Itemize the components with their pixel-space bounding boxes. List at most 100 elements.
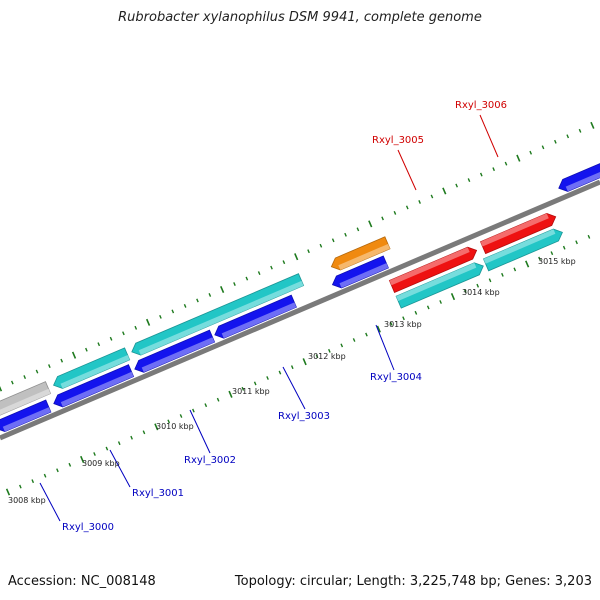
leader-line	[39, 482, 61, 522]
minor-tick	[130, 435, 133, 440]
minor-tick	[476, 283, 480, 288]
minor-tick	[31, 479, 35, 484]
leader-line	[479, 114, 499, 158]
minor-tick	[566, 134, 570, 139]
topology-summary-text: Topology: circular; Length: 3,225,748 bp…	[234, 574, 592, 589]
minor-tick	[365, 332, 368, 337]
minor-tick	[402, 316, 405, 321]
gene-label-rxyl-3003: Rxyl_3003	[278, 411, 330, 422]
feature-unlabeled-3	[134, 329, 216, 373]
gene-rxyl-3002-highlight	[138, 280, 304, 356]
minor-tick	[208, 293, 212, 297]
minor-tick	[179, 414, 183, 418]
minor-tick	[142, 430, 146, 435]
minor-tick	[393, 210, 397, 215]
gene-rxyl-3004-highlight	[338, 244, 390, 270]
kbp-label: 3008 kbp	[8, 496, 46, 505]
minor-tick	[35, 369, 39, 374]
minor-tick	[331, 238, 335, 243]
minor-tick	[233, 282, 236, 286]
gene-rxyl-3005-highlight	[396, 262, 477, 301]
kbp-scale-labels: 3008 kbp 3009 kbp 3010 kbp 3011 kbp 3012 kbp…	[8, 257, 576, 505]
feature-unlabeled-4	[214, 294, 297, 339]
feature-unlabeled-5-body	[331, 255, 389, 289]
gene-rxyl-3004	[330, 236, 391, 271]
minor-tick	[60, 358, 64, 363]
minor-tick	[117, 441, 121, 446]
map-title: Rubrobacter xylanophilus DSM 9941, compl…	[118, 10, 482, 25]
feature-unlabeled-8-body	[558, 163, 600, 192]
minor-tick	[43, 473, 47, 478]
minor-tick	[315, 354, 319, 359]
minor-tick	[68, 462, 72, 467]
genome-backbone	[0, 179, 600, 441]
feature-unlabeled-4-body	[214, 294, 297, 339]
gene-rxyl-3000	[0, 381, 52, 416]
feature-unlabeled-1-highlight	[2, 407, 51, 432]
major-tick	[516, 154, 521, 162]
major-tick	[220, 285, 225, 294]
minor-tick	[196, 298, 199, 303]
feature-unlabeled-6-highlight	[389, 247, 470, 286]
feature-track	[0, 163, 600, 433]
major-tick	[294, 253, 299, 261]
minor-tick	[167, 419, 171, 424]
gene-label-rxyl-3004: Rxyl_3004	[370, 372, 422, 383]
feature-unlabeled-3-highlight	[141, 337, 215, 373]
minor-tick	[171, 309, 175, 314]
minor-tick	[529, 150, 533, 155]
feature-unlabeled-2-highlight	[60, 371, 134, 407]
major-tick	[154, 423, 159, 431]
minor-tick	[513, 267, 517, 272]
gene-rxyl-3004-body	[330, 236, 391, 271]
major-tick	[590, 121, 595, 129]
feature-unlabeled-8-highlight	[565, 171, 600, 192]
minor-tick	[266, 376, 269, 380]
minor-tick	[554, 139, 557, 144]
gene-label-rxyl-3000: Rxyl_3000	[62, 522, 114, 533]
kbp-label: 3013 kbp	[384, 320, 422, 329]
feature-unlabeled-2	[53, 364, 135, 408]
minor-tick	[245, 276, 249, 281]
gene-label-rxyl-3002: Rxyl_3002	[184, 455, 236, 466]
major-tick	[442, 187, 447, 195]
major-tick	[5, 488, 11, 496]
gene-rxyl-3006	[482, 228, 563, 272]
major-tick	[525, 260, 530, 268]
minor-tick	[352, 338, 356, 342]
kbp-label: 3015 kbp	[538, 257, 576, 266]
minor-tick	[282, 260, 286, 265]
gene-rxyl-3002-body	[131, 273, 305, 356]
minor-tick	[105, 446, 109, 451]
outer-tick-track	[0, 121, 595, 392]
minor-tick	[204, 403, 208, 408]
minor-tick	[381, 216, 384, 221]
gene-rxyl-3002	[131, 273, 305, 356]
major-tick	[376, 325, 381, 333]
kbp-label: 3011 kbp	[232, 387, 270, 396]
minor-tick	[216, 397, 220, 402]
major-tick	[302, 358, 307, 366]
minor-tick	[19, 484, 22, 489]
major-tick	[368, 220, 373, 228]
feature-unlabeled-1	[0, 399, 52, 433]
minor-tick	[97, 342, 101, 347]
minor-tick	[439, 300, 442, 304]
feature-unlabeled-3-body	[134, 329, 216, 373]
gene-label-rxyl-3001: Rxyl_3001	[132, 488, 184, 499]
minor-tick	[134, 325, 138, 330]
label-leader-lines	[39, 114, 499, 522]
major-tick	[145, 318, 151, 326]
gene-rxyl-3006-highlight	[483, 229, 556, 264]
feature-unlabeled-5	[331, 255, 389, 289]
minor-tick	[587, 234, 591, 239]
minor-tick	[463, 289, 467, 294]
minor-tick	[455, 183, 458, 188]
gene-rxyl-3001-highlight	[60, 355, 130, 389]
gene-labels: Rxyl_3000 Rxyl_3001 Rxyl_3002 Rxyl_3003 Rxyl…	[62, 100, 507, 533]
minor-tick	[575, 240, 578, 245]
kbp-label: 3009 kbp	[82, 459, 120, 468]
feature-unlabeled-4-highlight	[221, 302, 297, 339]
minor-tick	[356, 227, 360, 232]
